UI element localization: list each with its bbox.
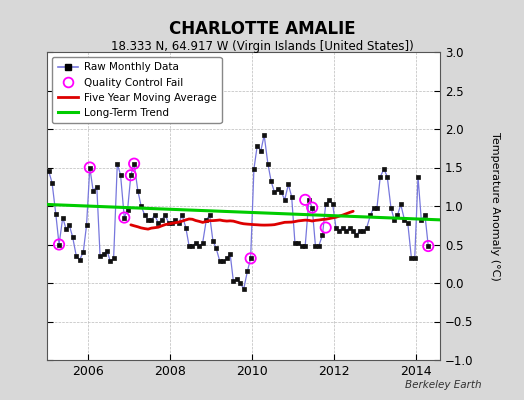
Point [130,160,138,167]
Point [246,255,255,262]
Text: CHARLOTTE AMALIE: CHARLOTTE AMALIE [169,20,355,38]
Legend: Raw Monthly Data, Quality Control Fail, Five Year Moving Average, Long-Term Tren: Raw Monthly Data, Quality Control Fail, … [52,57,222,123]
Point [85,164,94,171]
Text: Berkeley Earth: Berkeley Earth [406,380,482,390]
Y-axis label: Temperature Anomaly (°C): Temperature Anomaly (°C) [490,132,500,280]
Text: 18.333 N, 64.917 W (Virgin Islands [United States]): 18.333 N, 64.917 W (Virgin Islands [Unit… [111,40,413,53]
Point [301,197,309,203]
Point [127,172,135,178]
Point [308,204,316,211]
Point [322,224,330,231]
Point [424,243,432,249]
Point [55,241,63,248]
Point [120,214,128,221]
